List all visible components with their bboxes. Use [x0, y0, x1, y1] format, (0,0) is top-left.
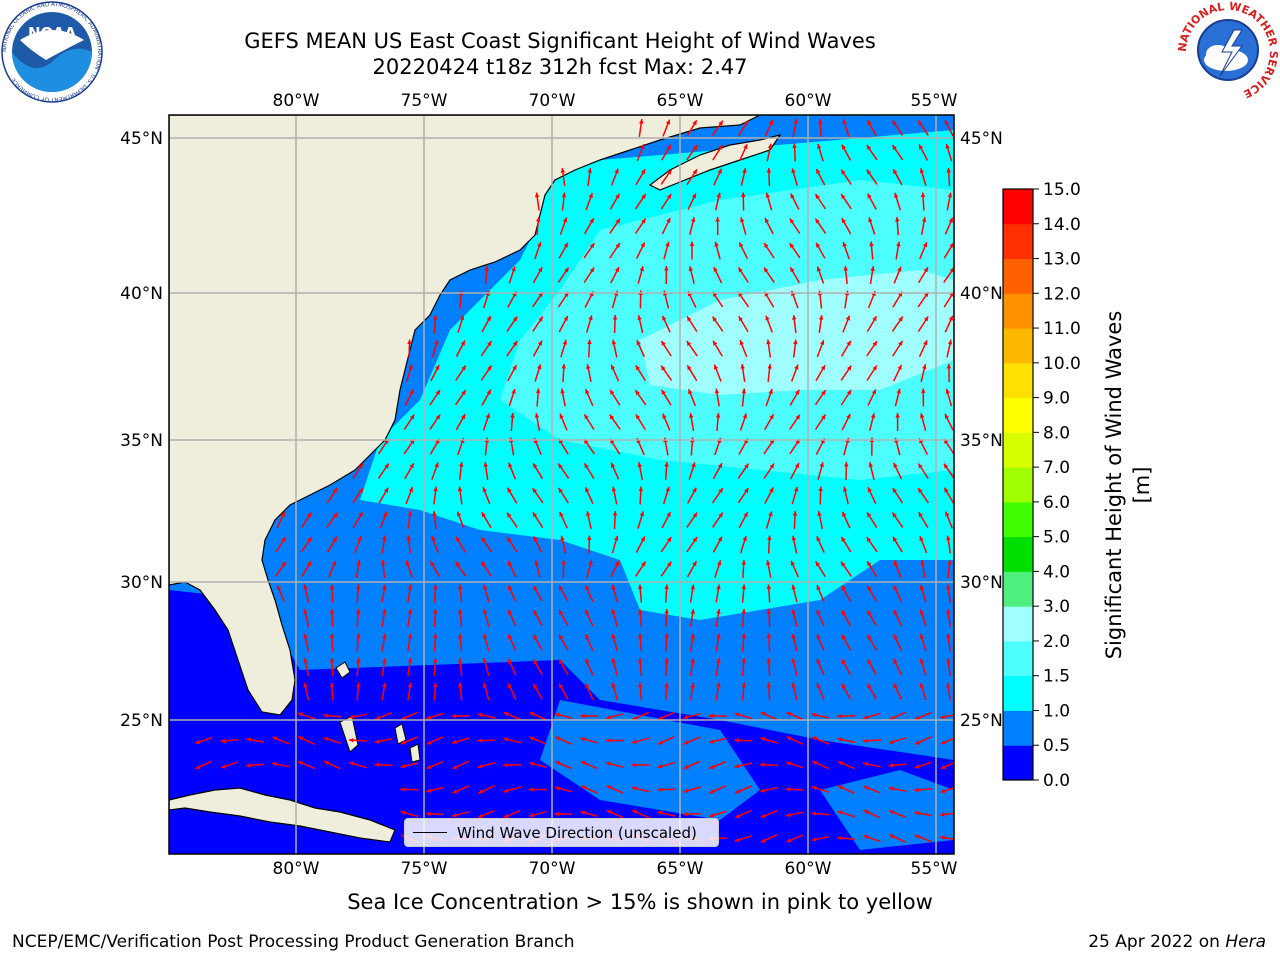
footer-date: 25 Apr 2022 on Hera: [1088, 932, 1266, 952]
lon-label: 60°W: [785, 859, 832, 879]
lon-label: 60°W: [785, 91, 832, 111]
lat-label: 35°N: [960, 431, 1003, 451]
lon-label: 55°W: [911, 859, 958, 879]
lat-label: 35°N: [120, 431, 163, 451]
footer-machine: Hera: [1225, 932, 1266, 952]
lat-labels-left: 45°N 40°N 35°N 30°N 25°N: [120, 129, 163, 731]
lon-label: 70°W: [529, 859, 576, 879]
lat-label: 40°N: [120, 284, 163, 304]
lon-label: 80°W: [273, 91, 320, 111]
legend-line-swatch: [413, 832, 447, 833]
lat-label: 30°N: [120, 573, 163, 593]
lon-label: 75°W: [401, 91, 448, 111]
lon-label: 70°W: [529, 91, 576, 111]
lon-label: 65°W: [657, 91, 704, 111]
lat-label: 30°N: [960, 573, 1003, 593]
legend-label: Wind Wave Direction (unscaled): [457, 824, 697, 842]
colorbar-label: Significant Height of Wind Waves [m]: [1100, 305, 1160, 665]
lon-labels-bottom: 80°W 75°W 70°W 65°W 60°W 55°W: [273, 859, 958, 879]
sea-ice-note: Sea Ice Concentration > 15% is shown in …: [160, 890, 1120, 914]
lat-label: 45°N: [960, 129, 1003, 149]
footer-date-text: 25 Apr 2022 on: [1088, 932, 1220, 952]
lat-label: 40°N: [960, 284, 1003, 304]
wave-height-map: 80°W 75°W 70°W 65°W 60°W 55°W 80°W 75°W …: [0, 0, 1280, 960]
lat-labels-right: 45°N 40°N 35°N 30°N 25°N: [960, 129, 1003, 731]
footer-branch: NCEP/EMC/Verification Post Processing Pr…: [12, 932, 575, 952]
lon-label: 55°W: [911, 91, 958, 111]
map-legend: Wind Wave Direction (unscaled): [404, 818, 719, 847]
lat-label: 25°N: [120, 711, 163, 731]
lat-label: 25°N: [960, 711, 1003, 731]
lat-label: 45°N: [120, 129, 163, 149]
lon-label: 75°W: [401, 859, 448, 879]
lon-labels-top: 80°W 75°W 70°W 65°W 60°W 55°W: [273, 91, 958, 111]
lon-label: 80°W: [273, 859, 320, 879]
lon-label: 65°W: [657, 859, 704, 879]
